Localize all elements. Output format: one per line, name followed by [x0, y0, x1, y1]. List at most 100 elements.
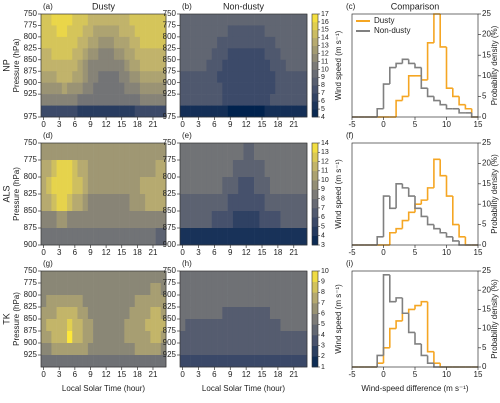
- heatmap-cell: [211, 331, 218, 344]
- heatmap-cell: [243, 228, 250, 246]
- heatmap-cell: [139, 82, 146, 95]
- colorbar-segment: [312, 313, 318, 325]
- heatmap-cell: [254, 59, 260, 72]
- heatmap-cell: [61, 343, 68, 356]
- x-tick-label: -5: [348, 248, 356, 257]
- heatmap-cell: [87, 355, 94, 368]
- heatmap-cell: [134, 14, 141, 26]
- heatmap-cell: [222, 343, 228, 356]
- heatmap-cell: [232, 194, 239, 212]
- heatmap-cell: [134, 48, 141, 61]
- x-tick-label: 3: [196, 120, 201, 129]
- colorbar-tick-label: 14: [321, 140, 329, 147]
- heatmap-cell: [227, 160, 234, 178]
- heatmap-cell: [145, 355, 151, 368]
- heatmap-cell: [232, 271, 239, 284]
- heatmap-cell: [87, 331, 94, 344]
- heatmap-cell: [93, 271, 99, 284]
- heatmap-cell: [254, 228, 260, 246]
- heatmap-cell: [98, 36, 104, 49]
- heatmap-cell: [150, 14, 156, 26]
- heatmap-cell: [285, 48, 292, 61]
- y-tick-label: 0: [482, 112, 487, 121]
- heatmap-cell: [56, 228, 63, 246]
- heatmap-cell: [227, 307, 234, 320]
- heatmap-cell: [275, 71, 281, 83]
- heatmap-cell: [93, 143, 99, 161]
- heatmap-cell: [61, 143, 68, 161]
- x-axis-label: Local Solar Time (hour): [62, 384, 145, 393]
- heatmap-cell: [41, 160, 47, 178]
- y-tick-label: 800: [24, 172, 38, 181]
- heatmap-cell: [46, 82, 52, 95]
- heatmap-cell: [243, 25, 250, 38]
- heatmap-cell: [56, 283, 63, 296]
- heatmap-cell: [243, 105, 250, 118]
- heatmap-cell: [217, 14, 223, 26]
- heatmap-cell: [201, 331, 207, 344]
- heatmap-cell: [254, 14, 260, 26]
- heatmap-cell: [87, 82, 94, 95]
- heatmap-cell: [180, 343, 186, 356]
- heatmap-cell: [232, 343, 239, 356]
- x-tick-label: 0: [180, 370, 185, 379]
- heatmap-cell: [61, 25, 68, 38]
- heatmap-cell: [113, 194, 120, 212]
- heatmap-cell: [180, 355, 186, 368]
- heatmap-cell: [87, 295, 94, 308]
- heatmap-cell: [275, 25, 281, 38]
- heatmap-cell: [248, 59, 255, 72]
- heatmap-cell: [238, 331, 244, 344]
- heatmap-cell: [61, 271, 68, 284]
- heatmap-cell: [124, 143, 130, 161]
- heatmap-cell: [180, 331, 186, 344]
- histogram-step: [376, 362, 384, 367]
- heatmap-cell: [264, 25, 271, 38]
- heatmap-cell: [280, 48, 287, 61]
- heatmap-cell: [259, 94, 265, 106]
- heatmap-cell: [124, 14, 130, 26]
- heatmap-cell: [103, 14, 110, 26]
- heatmap-cell: [82, 283, 89, 296]
- heatmap-cell: [67, 355, 73, 368]
- heatmap-cell: [185, 295, 191, 308]
- heatmap-cell: [259, 307, 265, 320]
- heatmap-cell: [77, 295, 83, 308]
- histogram-step: [401, 297, 409, 315]
- heatmap-cell: [145, 211, 151, 229]
- heatmap-cell: [211, 355, 218, 368]
- heatmap-cell: [93, 71, 99, 83]
- heatmap-cell: [119, 331, 125, 344]
- heatmap-cell: [46, 25, 52, 38]
- histogram-step: [382, 195, 390, 237]
- x-tick-label: 3: [57, 370, 62, 379]
- histogram-step: [389, 274, 397, 303]
- colorbar-segment: [312, 21, 318, 31]
- panel-label: (f): [346, 131, 354, 140]
- heatmap-cell: [108, 307, 115, 320]
- heatmap-cell: [180, 271, 186, 284]
- heatmap-cell: [46, 331, 52, 344]
- heatmap-cell: [275, 177, 281, 195]
- heatmap-cell: [185, 82, 191, 95]
- heatmap-cell: [195, 271, 202, 284]
- heatmap-cell: [119, 25, 125, 38]
- colorbar-segment: [312, 271, 318, 282]
- heatmap-cell: [227, 105, 234, 118]
- heatmap-cell: [280, 307, 287, 320]
- plot-frame: [179, 13, 308, 118]
- heatmap-cell: [185, 194, 191, 212]
- heatmap-cell: [211, 143, 218, 161]
- y-tick-label: 875: [163, 66, 177, 75]
- x-tick-label: 9: [88, 370, 93, 379]
- heatmap-cell: [145, 343, 151, 356]
- heatmap-cell: [113, 355, 120, 368]
- heatmap-cell: [227, 94, 234, 106]
- heatmap-cell: [93, 355, 99, 368]
- colorbar-tick-label: 13: [321, 149, 329, 156]
- heatmap-cell: [185, 36, 191, 49]
- heatmap-cell: [201, 295, 207, 308]
- heatmap-cell: [129, 59, 136, 72]
- heatmap-cell: [248, 295, 255, 308]
- heatmap-cell: [124, 71, 130, 83]
